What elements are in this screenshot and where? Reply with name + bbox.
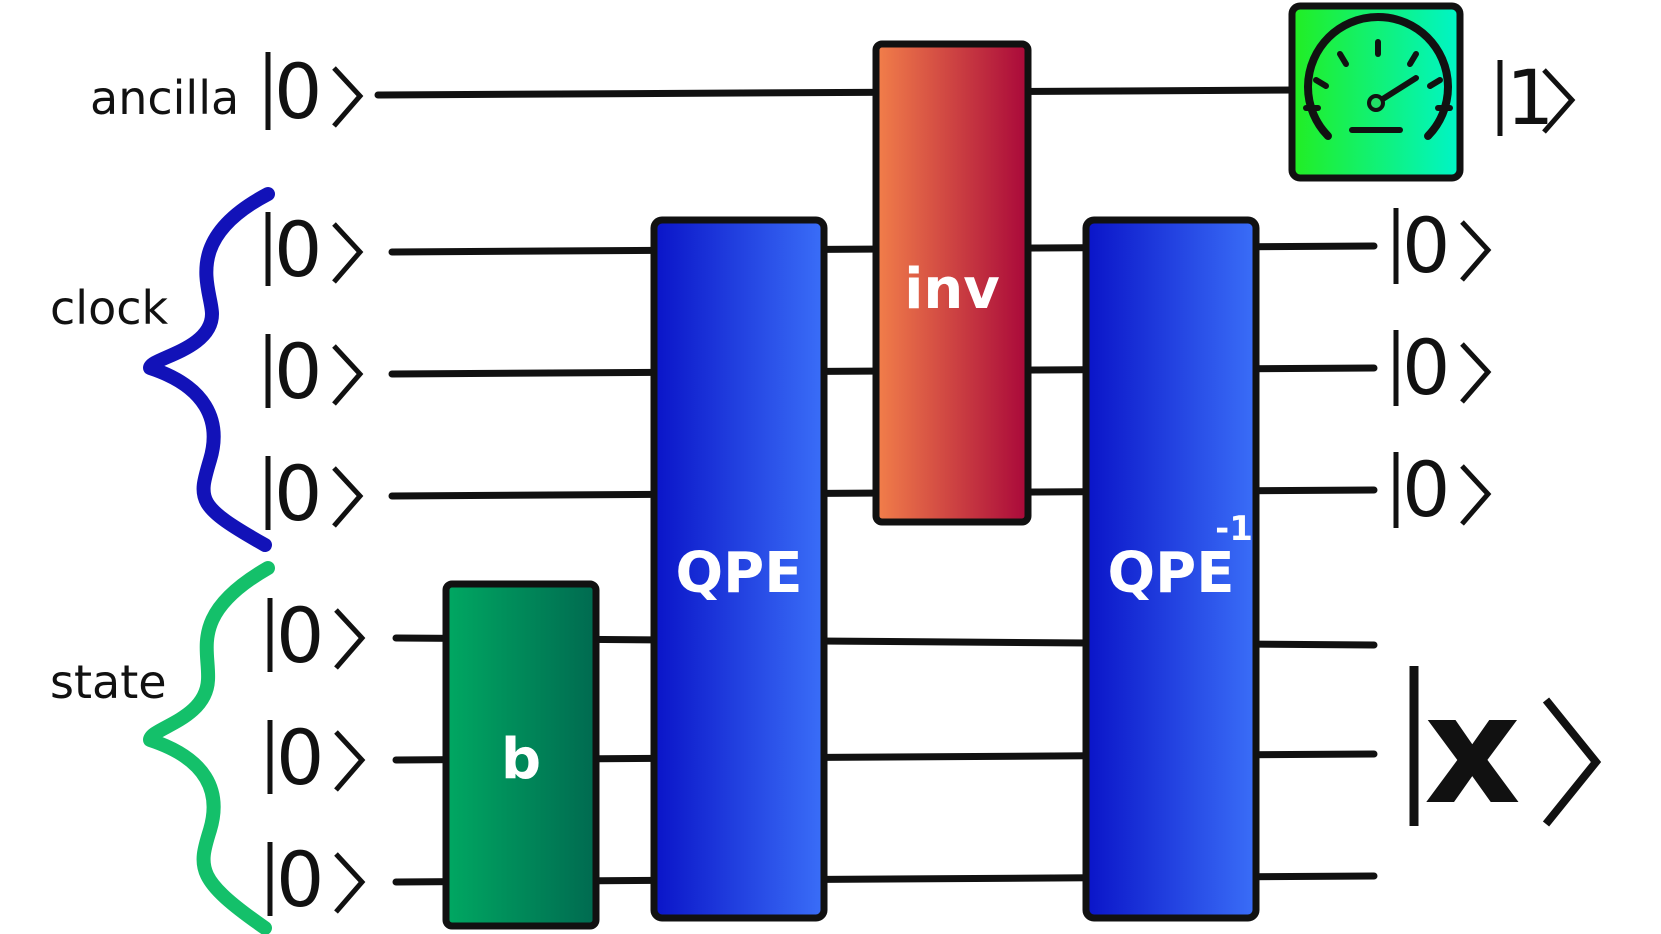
output-ket-state: x: [1409, 664, 1602, 838]
input-ket-ancilla: 0: [265, 47, 364, 136]
svg-text:0: 0: [1402, 201, 1450, 290]
inv-gate: inv: [872, 40, 1032, 526]
svg-text:0: 0: [276, 713, 324, 802]
output-ket-clock-3: 0: [1393, 445, 1492, 534]
qpe-gate-label: QPE: [676, 541, 803, 606]
svg-text:0: 0: [276, 591, 324, 680]
input-ket-clock-3: 0: [265, 449, 364, 538]
svg-text:0: 0: [274, 47, 322, 136]
state-label: state: [50, 655, 167, 709]
input-ket-state-1: 0: [267, 591, 366, 680]
qpe-gate: QPE: [650, 216, 828, 922]
svg-text:0: 0: [274, 205, 322, 294]
output-ket-clock-2: 0: [1393, 323, 1492, 412]
ancilla-wire: [374, 86, 1300, 99]
svg-text:0: 0: [274, 449, 322, 538]
output-ket-ancilla: 1: [1497, 53, 1576, 142]
qpe-inverse-superscript: -1: [1215, 509, 1253, 549]
b-gate-label: b: [501, 727, 541, 792]
meter-gauge-icon: [1288, 2, 1464, 182]
qpe-inverse-gate: QPE -1: [1082, 216, 1260, 922]
svg-text:0: 0: [1402, 323, 1450, 412]
svg-text:0: 0: [276, 835, 324, 924]
state-brace: [143, 561, 275, 934]
ancilla-label: ancilla: [90, 71, 239, 125]
clock-label: clock: [50, 281, 169, 335]
output-ket-clock-1: 0: [1393, 201, 1492, 290]
input-ket-clock-2: 0: [265, 327, 364, 416]
input-ket-clock-1: 0: [265, 205, 364, 294]
b-gate: b: [442, 580, 600, 930]
qpe-inverse-gate-label: QPE: [1108, 541, 1235, 606]
input-ket-state-3: 0: [267, 835, 366, 924]
input-ket-state-2: 0: [267, 713, 366, 802]
inv-gate-label: inv: [904, 257, 1000, 322]
svg-text:0: 0: [274, 327, 322, 416]
svg-text:0: 0: [1402, 445, 1450, 534]
clock-brace: [143, 187, 275, 552]
svg-text:x: x: [1424, 664, 1521, 838]
